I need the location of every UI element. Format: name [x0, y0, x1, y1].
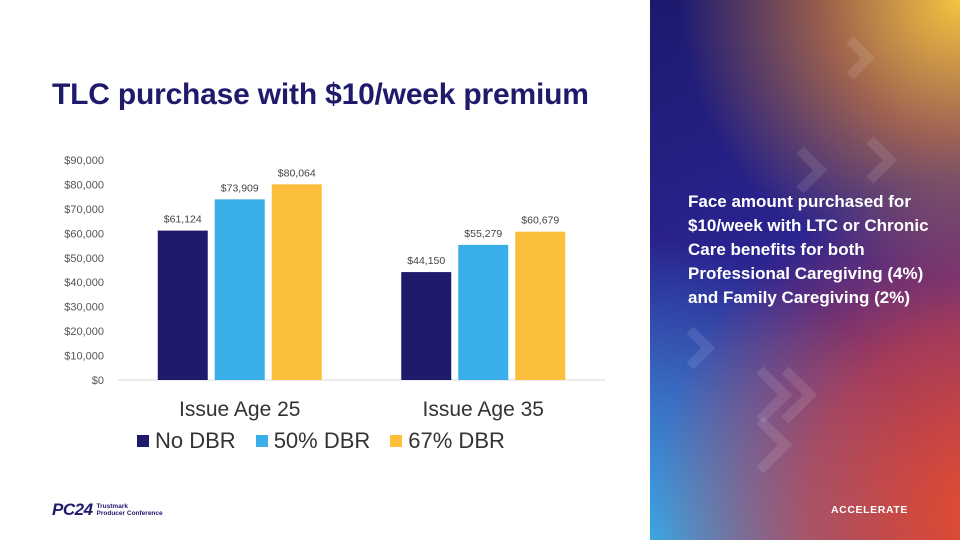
side-description: Face amount purchased for $10/week with … — [688, 192, 929, 307]
y-tick-label: $50,000 — [64, 253, 104, 265]
y-tick-label: $90,000 — [64, 155, 104, 167]
data-label: $80,064 — [278, 167, 316, 179]
data-label: $61,124 — [164, 214, 202, 226]
bar — [458, 244, 509, 380]
logo-text: Trustmark Producer Conference — [97, 503, 163, 517]
y-tick-label: $20,000 — [64, 326, 104, 338]
legend-item-67-dbr: 67% DBR — [390, 428, 505, 454]
y-tick-label: $60,000 — [64, 228, 104, 240]
data-label: $73,909 — [221, 182, 259, 194]
y-tick-label: $0 — [92, 375, 104, 387]
accelerate-wordmark: ACCELERATE — [831, 504, 908, 516]
y-tick-label: $30,000 — [64, 302, 104, 314]
logo-mark: PC24 — [52, 500, 93, 519]
chart-legend: No DBR 50% DBR 67% DBR — [137, 428, 525, 454]
y-tick-label: $10,000 — [64, 351, 104, 363]
legend-label-no-dbr: No DBR — [155, 428, 236, 453]
logo-text-line2: Producer Conference — [96, 510, 163, 517]
y-tick-label: $70,000 — [64, 204, 104, 216]
x-tick-label: Issue Age 35 — [423, 398, 544, 421]
bar — [157, 230, 208, 380]
bar — [401, 272, 452, 380]
content-panel: TLC purchase with $10/week premium $0 $10… — [52, 78, 605, 520]
bar — [214, 199, 265, 380]
chevron-pattern-icon — [686, 36, 898, 474]
bar-chart: $0 $10,000 $20,000 $30,000 $40,000 $50,000 $60… — [64, 155, 605, 421]
data-label: $44,150 — [407, 255, 445, 267]
accent-panel: Face amount purchased for $10/week with … — [650, 0, 960, 540]
y-tick-label: $40,000 — [64, 277, 104, 289]
legend-swatch-67-dbr — [390, 435, 403, 447]
x-tick-label: Issue Age 25 — [179, 398, 300, 421]
data-label: $60,679 — [521, 215, 559, 227]
legend-swatch-50-dbr — [255, 435, 268, 447]
legend-item-50-dbr: 50% DBR — [255, 428, 371, 454]
data-label: $55,279 — [464, 228, 502, 240]
legend-item-no-dbr: No DBR — [137, 428, 236, 454]
bar — [271, 184, 322, 380]
bar — [515, 231, 566, 380]
legend-label-67-dbr: 67% DBR — [408, 428, 505, 453]
legend-label-50-dbr: 50% DBR — [273, 428, 371, 453]
logo-text-line1: Trustmark — [96, 503, 128, 510]
slide-title: TLC purchase with $10/week premium — [52, 78, 589, 111]
y-tick-label: $80,000 — [64, 179, 104, 191]
legend-swatch-no-dbr — [137, 435, 149, 447]
conference-logo: PC24 Trustmark Producer Conference — [52, 500, 163, 520]
